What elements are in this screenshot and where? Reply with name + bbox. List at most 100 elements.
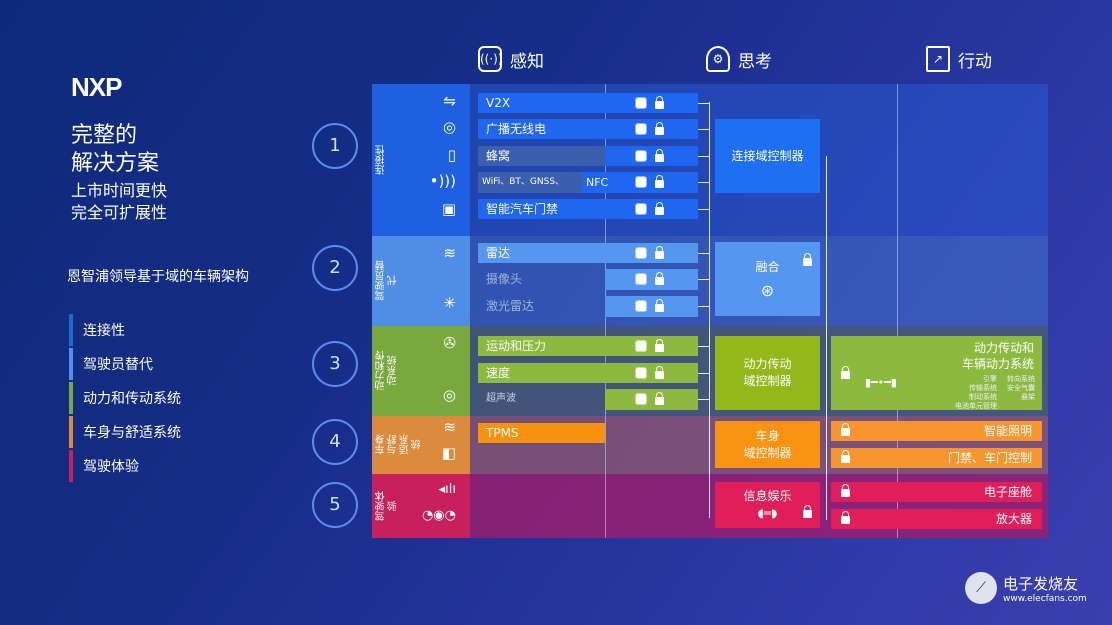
sensor-wireless: WiFi、BT、GNSS、 NFC xyxy=(478,172,698,193)
lock-icon xyxy=(841,423,850,436)
controller-body: 车身 域控制器 xyxy=(715,421,820,468)
lock-icon xyxy=(655,246,664,259)
lock-icon xyxy=(841,366,850,379)
sensor-motion: 运动和压力 xyxy=(478,336,698,356)
sensor-ultrasonic: 超声波 xyxy=(486,393,516,404)
sensor-wireless-label: WiFi、BT、GNSS、 xyxy=(478,172,582,193)
sensor-bar-fill xyxy=(605,296,698,317)
sensor-bar-fill xyxy=(605,146,698,166)
connector-tick xyxy=(698,346,709,347)
nxp-logo: NXP xyxy=(71,72,122,102)
watermark-name: 电子发烧友 xyxy=(1003,574,1079,593)
lock-icon xyxy=(841,450,850,463)
lock-icon xyxy=(655,175,664,188)
sensor-bar-fill xyxy=(605,389,698,410)
column-header-sense: ((·)) 感知 xyxy=(478,46,544,72)
category-label: 连接性 xyxy=(376,145,387,175)
elecfans-logo-icon: ⟋ xyxy=(965,572,997,604)
action-sub: 安全气囊 xyxy=(1007,384,1035,392)
chip-icon xyxy=(636,124,646,134)
connector-tick xyxy=(698,373,709,374)
connector-line xyxy=(709,102,710,518)
lock-icon xyxy=(655,149,664,162)
legend-item: 驾驶员替代 xyxy=(69,348,269,380)
column-header-think: ⚙ 思考 xyxy=(706,46,772,72)
headline-line: 解决方案 xyxy=(71,151,160,176)
lock-icon xyxy=(655,202,664,215)
legend-item: 车身与舒适系统 xyxy=(69,416,269,448)
connector-tick xyxy=(698,209,709,210)
chip-icon xyxy=(636,151,646,161)
sensor-radio: 广播无线电 xyxy=(478,119,698,139)
lock-icon xyxy=(655,96,664,109)
connector-line xyxy=(826,156,827,520)
legend-label: 驾驶员替代 xyxy=(83,357,153,373)
sensor-tpms: TPMS xyxy=(478,423,605,443)
action-sub: 传输系统 xyxy=(969,384,997,392)
legend-item: 驾驶体验 xyxy=(69,450,269,482)
controller-fusion: 融合 ⊛ xyxy=(715,242,820,316)
headline: 完整的 解决方案 xyxy=(71,122,159,178)
category-body: 车身与舒适系统 ≋ ◧ xyxy=(372,416,470,474)
dashboard-icon: ◖═◗ xyxy=(757,506,778,520)
connector-tick xyxy=(698,279,709,280)
laser-icon: ✳ xyxy=(443,294,456,312)
controller-label: 融合 xyxy=(755,260,780,274)
v2v-cars-icon: ⇋ xyxy=(443,92,456,110)
chip-icon xyxy=(636,394,646,404)
action-door: 门禁、车门控制 xyxy=(831,448,1042,468)
category-label: 驾驶体验 xyxy=(376,491,399,521)
lock-icon xyxy=(655,122,664,135)
step-circle: 4 xyxy=(312,419,358,465)
car-sensor-icon: ⊛ xyxy=(760,281,775,300)
sensor-lidar: 激光雷达 xyxy=(486,299,535,313)
subheadline-line: 上市时间更快 xyxy=(71,181,168,200)
audio-icon: ◂ılı xyxy=(438,482,456,497)
head-gear-icon: ⚙ xyxy=(706,46,730,72)
action-amplifier: 放大器 xyxy=(831,509,1042,529)
tagline: 恩智浦领导基于域的车辆架构 xyxy=(67,269,249,285)
category-label: 动力和传动系统 xyxy=(376,351,399,391)
action-lighting: 智能照明 xyxy=(831,421,1042,441)
legend-item: 动力和传动系统 xyxy=(69,382,269,414)
ultrasonic-icon: ◎ xyxy=(442,386,456,404)
subheadline-line: 完全可扩展性 xyxy=(71,203,168,222)
lock-icon xyxy=(655,272,664,285)
heat-icon: ≋ xyxy=(443,418,456,436)
antenna-icon: ((·)) xyxy=(478,46,503,72)
column-title: 思考 xyxy=(738,51,772,72)
connector-tick xyxy=(698,156,709,157)
chip-icon xyxy=(636,204,646,214)
category-experience: 驾驶体验 ◂ılı ◔◉◔ xyxy=(372,474,470,538)
sensor-cellular: 蜂窝 xyxy=(478,146,605,166)
sensor-bar-fill xyxy=(605,269,698,290)
legend-label: 驾驶体验 xyxy=(83,459,139,475)
chip-icon xyxy=(636,177,646,187)
sensor-speed: 速度 xyxy=(478,363,698,383)
step-circle: 2 xyxy=(312,245,358,291)
category-driver: 驾驶员替代 ≋ ✳ xyxy=(372,236,470,326)
column-header-act: ↗ 行动 xyxy=(926,46,992,72)
chip-icon xyxy=(636,248,646,258)
controller-label: 信息娱乐 xyxy=(743,489,792,503)
controller-label: 域控制器 xyxy=(743,374,792,388)
connector-tick xyxy=(698,306,709,307)
chip-icon xyxy=(636,368,646,378)
action-sub: 电池单元管理 xyxy=(955,402,997,410)
controller-label: 车身 xyxy=(755,428,780,443)
sensor-v2x: V2X xyxy=(478,93,698,113)
category-label: 车身与舒适系统 xyxy=(376,435,423,455)
legend-label: 动力和传动系统 xyxy=(83,391,181,407)
step-circle: 5 xyxy=(312,482,358,528)
category-connectivity: 连接性 ⇋ ◎ ▯ •))) ▣ xyxy=(372,84,470,236)
connector-tick xyxy=(698,129,709,130)
step-circle: 3 xyxy=(312,341,358,387)
chip-icon xyxy=(636,98,646,108)
action-sub: 制动系统 xyxy=(969,393,997,401)
action-label: 动力传动和 xyxy=(973,341,1034,355)
lock-icon xyxy=(655,299,664,312)
subheadline: 上市时间更快 完全可扩展性 xyxy=(71,180,167,224)
legend-label: 车身与舒适系统 xyxy=(83,425,181,441)
radio-tower-icon: ◎ xyxy=(442,118,456,136)
controller-powertrain: 动力传动 域控制器 xyxy=(715,336,820,410)
